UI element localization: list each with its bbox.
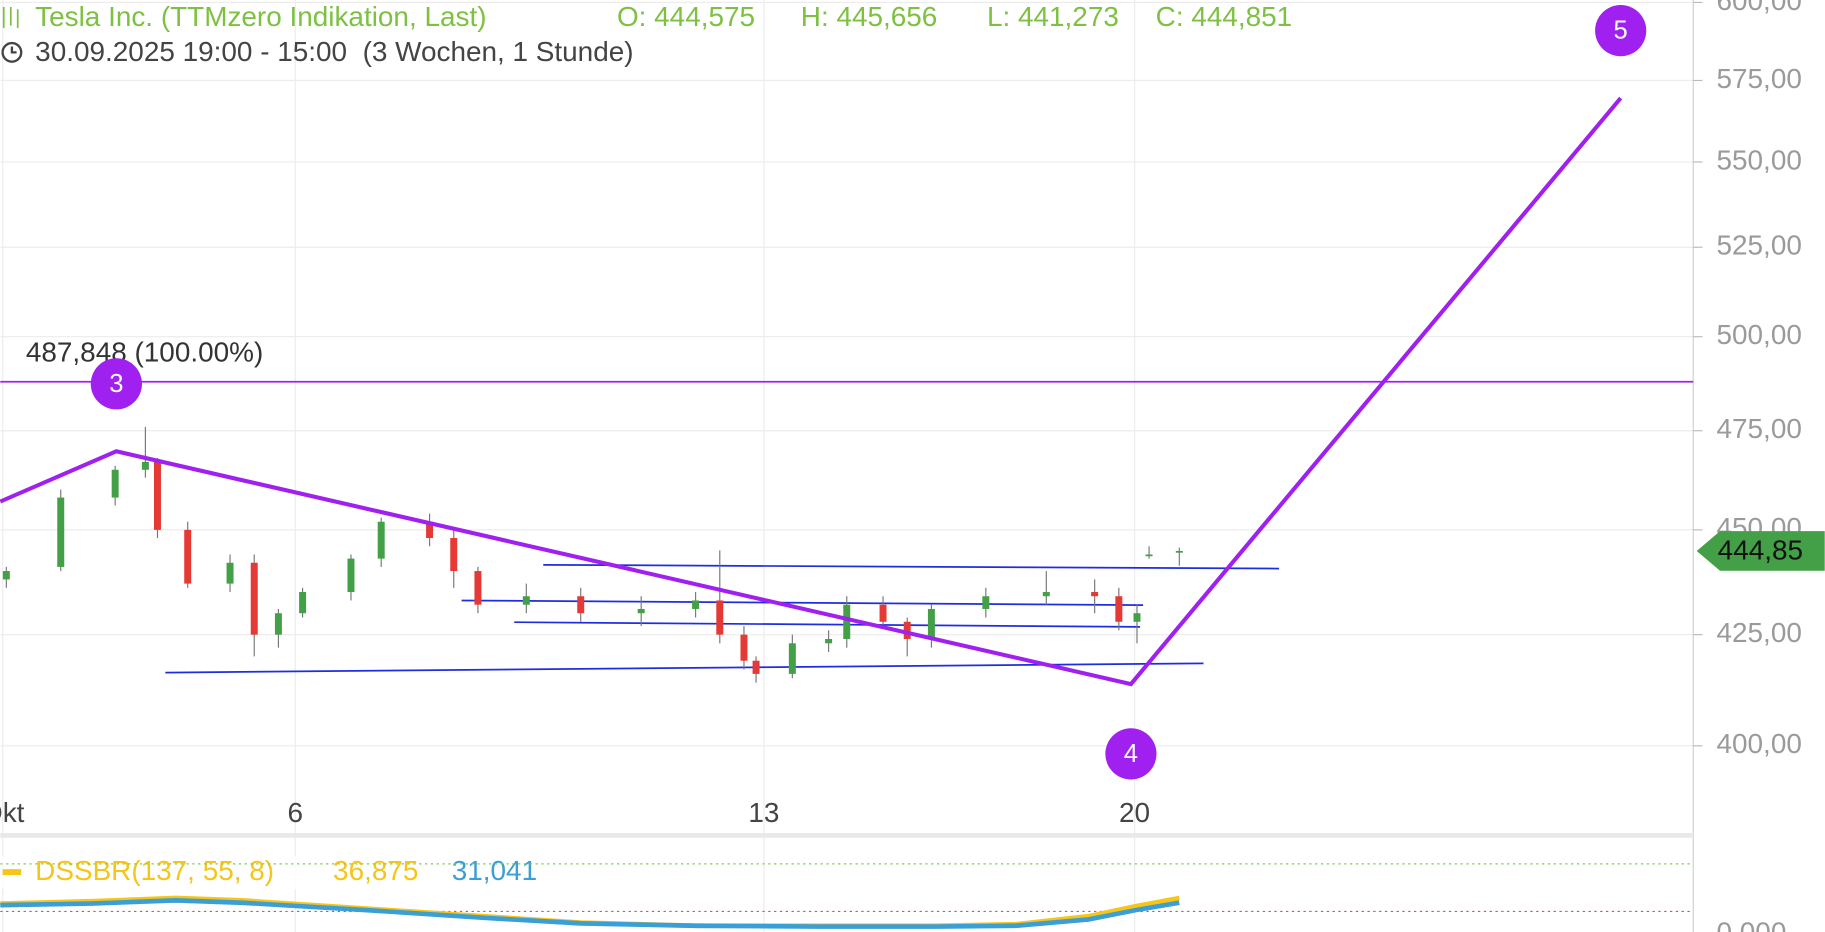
y-tick-label: 425,00 — [1717, 617, 1802, 648]
candle-body — [226, 562, 234, 584]
trend-line — [514, 621, 1141, 628]
candle-body — [752, 660, 760, 674]
candle-body — [825, 638, 833, 644]
wave-marker — [1595, 5, 1647, 57]
wave-line — [0, 96, 1623, 687]
wave-label: 3 — [109, 370, 123, 398]
trend-line — [543, 563, 1280, 570]
candle-body — [299, 592, 307, 614]
candle-body — [879, 604, 887, 622]
indicator-name: DSSBR(137, 55, 8) — [35, 855, 274, 886]
indicator-header-bg — [0, 856, 565, 889]
x-tick-label: Okt — [0, 797, 25, 828]
candle-body — [927, 608, 935, 639]
candle-body — [250, 562, 258, 635]
candle-body — [1133, 613, 1141, 622]
y-tick-label: 400,00 — [1717, 728, 1802, 759]
ohlc-close: C: 444,851 — [1156, 1, 1293, 32]
candle-body — [843, 604, 851, 639]
wave-label: 5 — [1614, 17, 1628, 45]
candle-body — [2, 571, 10, 580]
trend-line — [461, 599, 1144, 607]
candle-body — [274, 613, 282, 635]
indicator-readout: 31,041 — [452, 855, 537, 886]
candle-body — [141, 461, 149, 470]
candle-body — [982, 596, 990, 609]
level-label: 487,848 (100.00%) — [26, 336, 263, 367]
candle-body — [1175, 550, 1183, 553]
x-tick-label: 13 — [748, 797, 779, 828]
x-tick-label: 6 — [288, 797, 304, 828]
candle-body — [377, 521, 385, 559]
chart-subtitle: 30.09.2025 19:00 - 15:00 (3 Wochen, 1 St… — [35, 36, 633, 67]
candle-icon — [2, 6, 19, 28]
ohlc-high: H: 445,656 — [801, 1, 938, 32]
ohlc-open: O: 444,575 — [617, 1, 755, 32]
y-tick-label: 600,00 — [1717, 0, 1802, 16]
last-price-tag — [1696, 531, 1825, 571]
wave-label: 4 — [1124, 740, 1138, 768]
candle-body — [474, 571, 482, 605]
wave-marker — [1105, 728, 1157, 780]
panel-separator — [0, 833, 1694, 838]
candle-body — [1145, 554, 1153, 557]
clock-hand — [10, 46, 17, 54]
candle-body — [692, 600, 700, 609]
candle-body — [577, 596, 585, 614]
candle-body — [903, 621, 911, 639]
candle-body — [1115, 596, 1123, 622]
candle-body — [426, 521, 434, 539]
candle-body — [57, 497, 65, 567]
indicator-header: DSSBR(137, 55, 8) 36,875 31,041 — [0, 855, 565, 889]
candle-body — [522, 596, 530, 605]
header: Tesla Inc. (TTMzero Indikation, Last) O:… — [1, 1, 1293, 67]
y-tick-label: 550,00 — [1717, 144, 1802, 175]
candle-body — [740, 634, 748, 661]
candle-body — [788, 643, 796, 674]
chart-title: Tesla Inc. (TTMzero Indikation, Last) — [35, 1, 486, 32]
candle-body — [111, 469, 119, 498]
last-price-label: 444,85 — [1718, 535, 1803, 566]
candle-body — [450, 538, 458, 572]
y-tick-label: 475,00 — [1717, 413, 1802, 444]
candle-body — [716, 600, 724, 635]
candle-body — [1091, 592, 1099, 597]
trend-line — [165, 662, 1204, 674]
candle-body — [347, 558, 355, 593]
x-tick-label: 20 — [1119, 797, 1150, 828]
y-tick-label: 575,00 — [1717, 63, 1802, 94]
candle-body — [1042, 592, 1050, 597]
ohlc-low: L: 441,273 — [987, 1, 1119, 32]
indicator-readout: 36,875 — [333, 855, 418, 886]
candle-body — [184, 529, 192, 584]
y-tick-label: 500,00 — [1717, 319, 1802, 350]
y-tick-label: 525,00 — [1717, 230, 1802, 261]
indicator-line — [0, 898, 1180, 929]
indicator-swatch — [2, 869, 22, 875]
candle-body — [637, 608, 645, 614]
wave-marker — [90, 358, 142, 410]
candle-body — [153, 461, 161, 530]
indicator-tick-label: 0,000 — [1717, 917, 1787, 932]
clock-icon — [1, 41, 23, 63]
